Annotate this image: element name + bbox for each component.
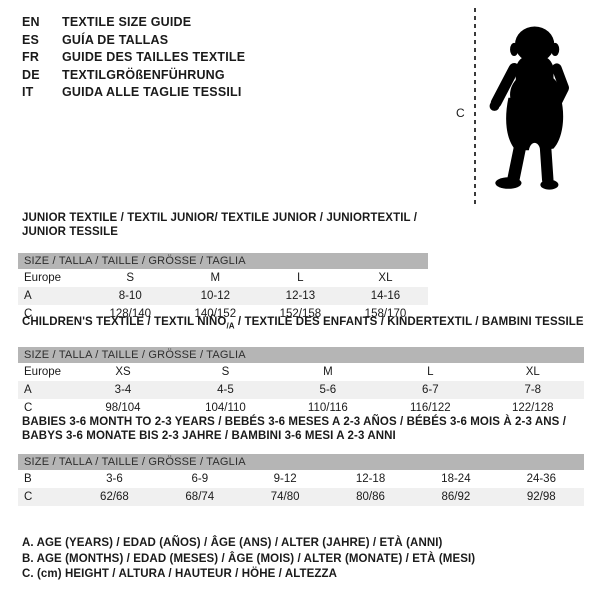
language-code: DE: [22, 67, 40, 82]
babies-size-header-bar: SIZE / TALLA / TAILLE / GRÖSSE / TAGLIA: [18, 454, 584, 470]
table-cell: XL: [525, 366, 540, 379]
table-cell: 104/110: [205, 402, 246, 415]
table-cell: 92/98: [526, 491, 556, 503]
language-label: GUIDA ALLE TAGLIE TESSILI: [62, 85, 242, 99]
row-label: A: [24, 384, 32, 397]
table-cell: 3-4: [114, 384, 132, 397]
table-row: Europe S M L XL: [18, 269, 428, 287]
row-label: Europe: [24, 272, 62, 284]
language-code: EN: [22, 15, 40, 29]
language-label: GUIDE DES TAILLES TEXTILE: [62, 50, 246, 64]
babies-size-table: B 3-6 6-9 9-12 12-18 18-24 24-36 C 62/68…: [18, 470, 584, 506]
table-cell: 9-12: [273, 473, 297, 485]
table-cell: 98/104: [105, 402, 141, 415]
table-cell: 5-6: [319, 384, 337, 397]
language-label: GUÍA DE TALLAS: [62, 32, 169, 47]
junior-size-header-bar: SIZE / TALLA / TAILLE / GRÖSSE / TAGLIA: [18, 253, 428, 269]
title-text: CHILDREN'S TEXTILE / TEXTIL NIÑO: [22, 316, 227, 328]
table-cell: 3-6: [106, 473, 123, 485]
table-cell: 7-8: [524, 384, 542, 397]
table-cell: S: [126, 272, 135, 284]
row-label: B: [24, 473, 32, 485]
children-size-table: Europe XS S M L XL A 3-4 4-5 5-6 6-7 7-8…: [18, 363, 584, 417]
table-cell: 158/170: [364, 308, 407, 320]
language-row-it: IT GUIDA ALLE TAGLIE TESSILI: [22, 84, 245, 102]
footnote-c: C. (cm) HEIGHT / ALTURA / HAUTEUR / HÖHE…: [22, 568, 338, 580]
table-cell: 24-36: [526, 473, 556, 485]
table-row: A 8-10 10-12 12-13 14-16: [18, 287, 428, 305]
table-cell: 14-16: [370, 290, 401, 302]
children-textile-section: CHILDREN'S TEXTILE / TEXTIL NIÑO/A / TEX…: [18, 315, 584, 417]
title-text: / TEXTILE DES ENFANTS / KINDERTEXTIL / B…: [234, 316, 584, 328]
language-row-de: DE TEXTILGRÖßENFÜHRUNG: [22, 67, 245, 85]
language-row-fr: FR GUIDE DES TAILLES TEXTILE: [22, 49, 245, 67]
junior-size-table: Europe S M L XL A 8-10 10-12 12-13 14-16…: [18, 269, 428, 323]
table-cell: L: [297, 272, 304, 284]
table-row: C 98/104 104/110 110/116 116/122 122/128: [18, 399, 584, 417]
language-row-es: ES GUÍA DE TALLAS: [22, 32, 245, 50]
title-line-2: BABYS 3-6 MONATE BIS 2-3 JAHRE / BAMBINI…: [22, 430, 396, 442]
row-label: A: [24, 290, 32, 302]
table-cell: M: [323, 366, 333, 379]
babies-table-title: BABIES 3-6 MONTH TO 2-3 YEARS / BEBÉS 3-…: [18, 415, 584, 443]
title-subscript: /A: [226, 321, 235, 331]
table-cell: XS: [115, 366, 131, 379]
language-label: TEXTILGRÖßENFÜHRUNG: [62, 67, 225, 82]
table-cell: 8-10: [118, 290, 142, 302]
table-cell: 152/158: [279, 308, 322, 320]
table-row: C 128/140 140/152 152/158 158/170: [18, 305, 428, 323]
row-label: Europe: [24, 366, 62, 379]
children-table-title: CHILDREN'S TEXTILE / TEXTIL NIÑO/A / TEX…: [18, 315, 584, 333]
table-cell: 6-7: [421, 384, 439, 397]
language-code: FR: [22, 50, 40, 64]
height-measure-label: C: [456, 106, 465, 120]
table-cell: 4-5: [217, 384, 234, 397]
table-cell: 86/92: [441, 491, 471, 503]
table-row: A 3-4 4-5 5-6 6-7 7-8: [18, 381, 584, 400]
table-row: B 3-6 6-9 9-12 12-18 18-24 24-36: [18, 470, 584, 488]
language-row-en: EN TEXTILE SIZE GUIDE: [22, 14, 245, 32]
table-cell: 12-13: [285, 290, 316, 302]
row-label: C: [24, 308, 33, 320]
table-cell: L: [427, 366, 434, 379]
row-label: C: [24, 491, 33, 503]
children-size-header-bar: SIZE / TALLA / TAILLE / GRÖSSE / TAGLIA: [18, 347, 584, 364]
table-row: Europe XS S M L XL: [18, 363, 584, 381]
table-cell: 62/68: [100, 491, 129, 503]
babies-textile-section: BABIES 3-6 MONTH TO 2-3 YEARS / BEBÉS 3-…: [18, 415, 584, 506]
height-figure: C: [440, 0, 600, 215]
table-cell: 128/140: [109, 308, 152, 320]
height-dashed-line: [474, 8, 476, 206]
table-cell: 110/116: [307, 402, 348, 415]
baby-silhouette-icon: [489, 26, 570, 190]
table-cell: 122/128: [511, 402, 554, 415]
junior-table-title: JUNIOR TEXTILE / TEXTIL JUNIOR/ TEXTILE …: [22, 212, 418, 238]
table-row: C 62/68 68/74 74/80 80/86 86/92 92/98: [18, 488, 584, 506]
footnote-b: B. AGE (MONTHS) / EDAD (MESES) / ÂGE (MO…: [22, 552, 476, 565]
row-label: C: [24, 402, 33, 415]
table-cell: 116/122: [409, 402, 451, 415]
language-code: IT: [22, 85, 34, 99]
language-label: TEXTILE SIZE GUIDE: [62, 15, 192, 29]
language-code: ES: [22, 32, 40, 47]
table-cell: 74/80: [270, 491, 300, 503]
table-cell: M: [210, 272, 221, 284]
table-cell: 80/86: [356, 491, 385, 503]
junior-textile-section: JUNIOR TEXTILE / TEXTIL JUNIOR/ TEXTILE …: [18, 211, 428, 323]
language-list: EN TEXTILE SIZE GUIDE ES GUÍA DE TALLAS …: [22, 14, 245, 102]
table-cell: 140/152: [194, 308, 237, 320]
title-line-1: BABIES 3-6 MONTH TO 2-3 YEARS / BEBÉS 3-…: [22, 416, 566, 428]
table-cell: 6-9: [191, 473, 209, 485]
table-cell: 10-12: [200, 290, 231, 302]
table-cell: S: [221, 366, 230, 379]
footnote-a: A. AGE (YEARS) / EDAD (AÑOS) / ÂGE (ANS)…: [22, 537, 443, 549]
table-cell: 12-18: [355, 473, 386, 485]
footnotes: A. AGE (YEARS) / EDAD (AÑOS) / ÂGE (ANS)…: [22, 536, 475, 583]
table-cell: 18-24: [441, 473, 471, 485]
table-cell: 68/74: [185, 491, 215, 503]
table-cell: XL: [378, 272, 393, 284]
